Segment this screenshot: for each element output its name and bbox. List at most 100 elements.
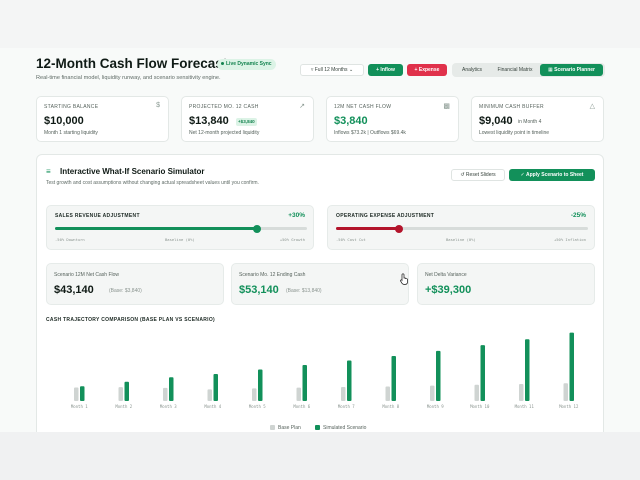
legend-swatch [270,425,275,431]
kpi-delta-badge: +$3,840 [236,118,257,126]
slider-label: OPERATING EXPENSE ADJUSTMENT [336,213,435,219]
kpi-label: PROJECTED MO. 12 CASH [189,104,259,110]
hand-pointer-icon [400,273,408,285]
bar-base-plan-2 [118,387,123,401]
tab-analytics[interactable]: Analytics [461,67,482,73]
bar-scenario-4 [213,374,218,401]
result-card-net-delta: Net Delta Variance +$39,300 [417,263,595,305]
x-tick-label: Month 4 [204,404,221,409]
x-tick-label: Month 12 [559,404,579,409]
simulator-subtitle: Test growth and cost assumptions without… [46,180,259,186]
add-expense-button[interactable]: + Expense [407,64,447,76]
kpi-subtext: Net 12-month projected liquidity [189,130,260,136]
bar-base-plan-1 [74,387,79,401]
kpi-value: $10,000 [44,115,84,127]
bar-base-plan-4 [207,389,212,401]
tab-financial-matrix[interactable]: Financial Matrix [497,67,533,73]
slider-tick-min: -50% Cost Cut [336,237,366,242]
bar-base-plan-8 [385,386,390,401]
slider-fill [336,227,399,230]
apply-scenario-label: Apply Scenario to Sheet [525,172,584,178]
operating-expense-slider-thumb[interactable] [395,224,403,233]
kpi-card-minimum-buffer: MINIMUM CASH BUFFER △ $9,040 in Month 4 … [471,96,604,142]
legend-item-simulated-scenario: Simulated Scenario [315,425,366,431]
result-label: Scenario Mo. 12 Ending Cash [239,272,306,278]
kpi-value: $13,840 [189,115,229,127]
cash-trajectory-chart: Month 1 Month 2 Month 3 Month 4 Month 5 Month… [71,332,579,409]
chart-title: CASH TRAJECTORY COMPARISON (BASE PLAN VS… [46,317,215,323]
bar-scenario-7 [347,360,352,401]
legend-item-base-plan: Base Plan [270,425,301,431]
legend-swatch [315,425,320,431]
bar-scenario-11 [525,339,530,401]
bar-scenario-10 [480,345,485,401]
bar-base-plan-6 [296,387,301,401]
bar-chart-icon: ▩ [443,103,450,110]
bar-scenario-1 [80,386,85,401]
legend-label: Simulated Scenario [323,425,367,431]
bar-base-plan-3 [163,387,168,401]
dollar-icon: $ [156,102,160,109]
bar-scenario-8 [391,356,396,401]
live-dot-icon [221,62,224,66]
scenario-simulator-panel: ≡ Interactive What-If Scenario Simulator… [36,154,604,432]
tab-scenario-planner-label: Scenario Planner [554,67,595,73]
simulator-title: Interactive What-If Scenario Simulator [60,167,205,176]
slider-tick-min: -50% Downturn [55,237,85,242]
kpi-label: MINIMUM CASH BUFFER [479,104,544,110]
bar-base-plan-12 [563,383,568,401]
warning-icon: △ [589,103,595,110]
kpi-card-net-cash-flow: 12M NET CASH FLOW ▩ $3,840 Inflows $73.2… [326,96,459,142]
kpi-label: STARTING BALANCE [44,104,99,110]
bar-scenario-5 [258,369,263,401]
slider-fill [55,227,257,230]
x-tick-label: Month 10 [470,404,490,409]
bar-base-plan-5 [252,388,257,401]
bar-scenario-12 [569,332,574,401]
result-value: +$39,300 [425,284,472,296]
kpi-card-starting-balance: STARTING BALANCE $ $10,000 Month 1 start… [36,96,169,142]
result-label: Scenario 12M Net Cash Flow [54,272,120,278]
grid-icon: ▦ [548,67,553,73]
period-filter-select[interactable]: ▿ Full 12 Months ⌄ [300,64,364,76]
apply-scenario-button[interactable]: ✓ Apply Scenario to Sheet [509,169,595,181]
kpi-subtext: Month 1 starting liquidity [44,130,98,136]
sales-revenue-slider-track[interactable] [55,224,307,233]
bar-scenario-3 [169,377,174,401]
x-tick-label: Month 3 [160,404,177,409]
page-subtitle: Real-time financial model, liquidity run… [36,75,221,81]
x-tick-label: Month 9 [427,404,444,409]
result-base-note: (Base: $13,840) [286,288,322,294]
browser-top-strip [0,0,640,48]
kpi-subtext: Lowest liquidity point in timeline [479,130,550,136]
reset-sliders-button[interactable]: ↺ Reset Sliders [451,169,505,181]
page-title: 12-Month Cash Flow Forecast [36,56,228,71]
bar-base-plan-9 [430,385,435,401]
slider-tick-baseline: Baseline (0%) [165,237,195,242]
filter-icon: ▿ [310,67,314,73]
kpi-value: $3,840 [334,115,368,127]
kpi-inline-note: in Month 4 [518,119,542,125]
x-tick-label: Month 11 [515,404,535,409]
operating-expense-slider-track[interactable] [336,224,588,233]
kpi-card-projected-cash: PROJECTED MO. 12 CASH ↗ $13,840 +$3,840 … [181,96,314,142]
result-base-note: (Base: $3,840) [109,288,142,294]
result-card-ending-cash: Scenario Mo. 12 Ending Cash $53,140 (Bas… [231,263,409,305]
x-tick-label: Month 6 [293,404,310,409]
sales-revenue-slider-thumb[interactable] [252,224,261,233]
bar-base-plan-10 [474,384,479,401]
tab-scenario-planner[interactable]: ▦ Scenario Planner [540,64,603,76]
trend-up-icon: ↗ [299,103,305,110]
slider-value: +30% [288,212,305,219]
x-tick-label: Month 8 [382,404,399,409]
kpi-value: $9,040 [479,115,513,127]
sales-revenue-slider-card: SALES REVENUE ADJUSTMENT +30% -50% Downt… [46,205,314,250]
add-inflow-button[interactable]: + Inflow [368,64,403,76]
bar-scenario-9 [436,350,441,401]
reset-icon: ↺ [460,172,465,178]
result-value: $43,140 [54,284,94,296]
chevron-down-icon: ⌄ [348,67,354,73]
result-card-net-cash-flow: Scenario 12M Net Cash Flow $43,140 (Base… [46,263,224,305]
x-tick-label: Month 7 [338,404,355,409]
legend-label: Base Plan [278,425,301,431]
